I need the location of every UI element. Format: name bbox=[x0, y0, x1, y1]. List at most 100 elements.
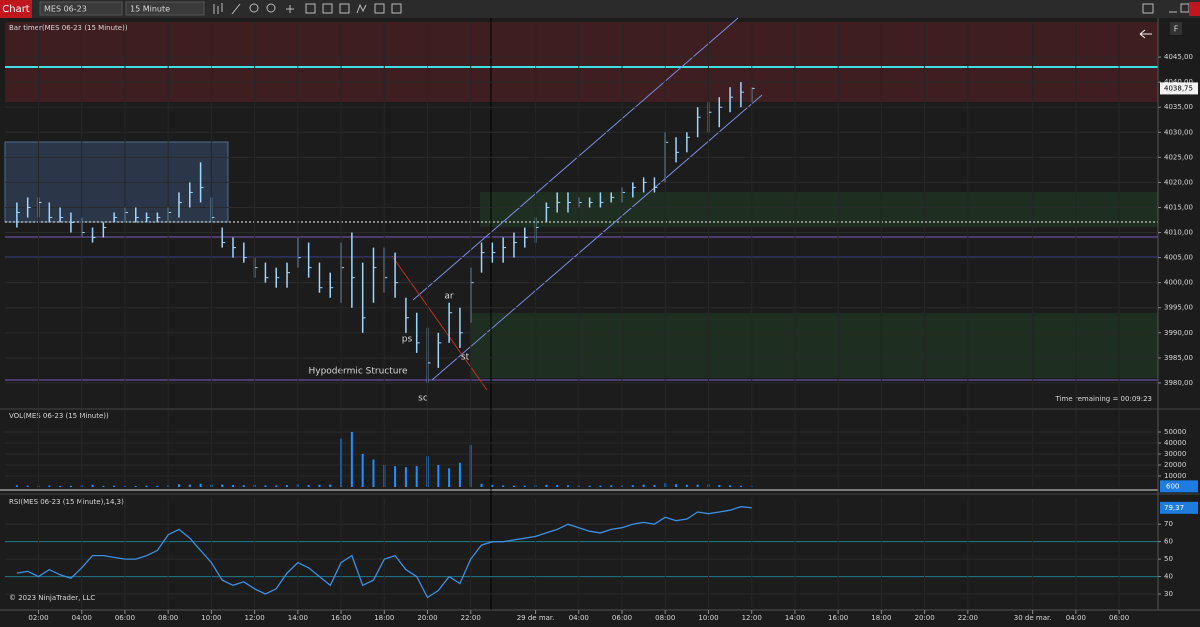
last-volume-box bbox=[1160, 480, 1198, 493]
volume-bar bbox=[113, 485, 116, 487]
volume-bar bbox=[15, 485, 18, 487]
volume-bar bbox=[350, 432, 353, 487]
volume-bar bbox=[448, 468, 451, 487]
volume-bar bbox=[26, 485, 29, 487]
y-tick-label: 30000 bbox=[1164, 450, 1186, 458]
volume-bar bbox=[91, 484, 94, 487]
volume-bar bbox=[685, 484, 688, 487]
volume-bar bbox=[599, 485, 602, 487]
chart-layer: Bar timer(MES 06-23 (15 Minute)) 3980,00 3… bbox=[5, 22, 1198, 622]
chart-tab-label: Chart bbox=[2, 4, 30, 15]
interval-label: 15 Minute bbox=[130, 5, 170, 14]
y-tick-label: 70 bbox=[1164, 520, 1173, 528]
x-tick-label: 12:00 bbox=[742, 614, 762, 622]
panel-title: VOL(MES 06-23 (15 Minute)) bbox=[9, 412, 109, 420]
chart-tab[interactable] bbox=[0, 0, 32, 18]
x-tick-label: 30 de mar. bbox=[1014, 614, 1052, 622]
volume-bar bbox=[361, 454, 364, 487]
volume-bar bbox=[102, 485, 105, 487]
volume-bar bbox=[264, 485, 267, 487]
x-tick-label: 18:00 bbox=[374, 614, 394, 622]
volume-bar bbox=[502, 485, 505, 487]
y-tick-label: 3990,00 bbox=[1164, 329, 1193, 337]
y-tick-label: 4020,00 bbox=[1164, 178, 1193, 186]
volume-bar bbox=[437, 465, 440, 487]
panel-title: Bar timer(MES 06-23 (15 Minute)) bbox=[9, 24, 128, 32]
volume-bar bbox=[610, 485, 613, 487]
volume-bar bbox=[404, 467, 407, 487]
y-tick-label: 60 bbox=[1164, 538, 1173, 546]
last-rsi-label: 79,37 bbox=[1164, 504, 1184, 512]
volume-bar bbox=[188, 484, 191, 487]
volume-bar bbox=[286, 485, 289, 487]
y-tick-label: 4030,00 bbox=[1164, 128, 1193, 136]
volume-bar bbox=[480, 483, 483, 487]
instrument-label: MES 06-23 bbox=[44, 5, 87, 14]
channel-upper bbox=[412, 17, 739, 301]
volume-bar bbox=[718, 485, 721, 487]
y-tick-label: 20000 bbox=[1164, 461, 1186, 469]
y-tick-label: 4000,00 bbox=[1164, 279, 1193, 287]
x-tick-label: 02:00 bbox=[28, 614, 48, 622]
demand-zone bbox=[470, 313, 1158, 378]
volume-bar bbox=[307, 485, 310, 487]
volume-bar bbox=[739, 485, 742, 487]
volume-bar bbox=[653, 485, 656, 487]
volume-bar bbox=[329, 484, 332, 487]
annotation: sc bbox=[418, 394, 428, 404]
volume-bar bbox=[232, 485, 235, 487]
annotation: ar bbox=[444, 292, 454, 302]
panel-title: RSI(MES 06-23 (15 Minute),14,3) bbox=[9, 498, 124, 506]
x-tick-label: 06:00 bbox=[1109, 614, 1129, 622]
volume-bar bbox=[69, 485, 72, 487]
volume-bar bbox=[631, 485, 634, 487]
x-tick-label: 10:00 bbox=[698, 614, 718, 622]
volume-bar bbox=[458, 462, 461, 487]
interval-selector[interactable] bbox=[125, 1, 205, 16]
volume-bar bbox=[512, 485, 515, 487]
x-tick-label: 29 de mar. bbox=[517, 614, 555, 622]
volume-bar bbox=[275, 485, 278, 487]
x-tick-label: 20:00 bbox=[417, 614, 437, 622]
volume-bar bbox=[134, 486, 137, 487]
y-tick-label: 4040,00 bbox=[1164, 78, 1193, 86]
volume-bar bbox=[156, 485, 159, 487]
volume-bar bbox=[318, 484, 321, 487]
y-tick-label: 3985,00 bbox=[1164, 354, 1193, 362]
y-tick-label: 40000 bbox=[1164, 439, 1186, 447]
volume-bar bbox=[221, 484, 224, 487]
y-tick-label: 50000 bbox=[1164, 428, 1186, 436]
x-tick-label: 16:00 bbox=[331, 614, 351, 622]
y-tick-label: 40 bbox=[1164, 573, 1173, 581]
toolbar-icons[interactable] bbox=[213, 3, 1190, 15]
y-tick-label: 4010,00 bbox=[1164, 229, 1193, 237]
close-button[interactable] bbox=[1189, 2, 1200, 16]
annotation: ps bbox=[402, 335, 413, 345]
instrument-selector[interactable] bbox=[39, 1, 123, 16]
y-tick-label: 4005,00 bbox=[1164, 254, 1193, 262]
volume-bar bbox=[729, 485, 732, 487]
back-arrow[interactable] bbox=[1139, 29, 1152, 39]
volume-bar bbox=[566, 485, 569, 487]
y-tick-label: 4025,00 bbox=[1164, 153, 1193, 161]
last-price-box bbox=[1160, 82, 1198, 95]
volume-bar bbox=[59, 486, 62, 487]
volume-bar bbox=[642, 484, 645, 487]
x-tick-label: 20:00 bbox=[914, 614, 934, 622]
x-tick-label: 04:00 bbox=[1066, 614, 1086, 622]
last-rsi-box bbox=[1160, 501, 1198, 514]
x-tick-label: 18:00 bbox=[871, 614, 891, 622]
panel-button-label: F bbox=[1174, 25, 1179, 34]
support-zone bbox=[480, 192, 1158, 227]
volume-bar bbox=[696, 484, 699, 487]
y-tick-label: 4035,00 bbox=[1164, 103, 1193, 111]
x-tick-label: 22:00 bbox=[958, 614, 978, 622]
volume-bar bbox=[491, 484, 494, 487]
panel-button[interactable] bbox=[1170, 22, 1182, 35]
volume-bar bbox=[523, 485, 526, 487]
y-tick-label: 10000 bbox=[1164, 472, 1186, 480]
x-tick-label: 08:00 bbox=[655, 614, 675, 622]
x-tick-label: 06:00 bbox=[115, 614, 135, 622]
